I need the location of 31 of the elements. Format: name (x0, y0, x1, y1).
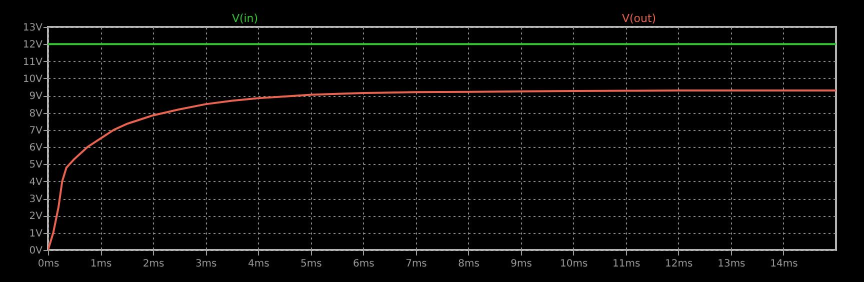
y-tick-label: 10V (22, 74, 43, 85)
y-tick-label: 7V (29, 125, 43, 136)
y-tick-label: 0V (29, 246, 43, 256)
x-tick-label: 4ms (248, 258, 270, 270)
x-tick-label: 8ms (458, 258, 480, 270)
y-tick-label: 11V (22, 56, 43, 68)
x-tick-label: 13ms (718, 258, 746, 270)
x-tick-label: 3ms (195, 258, 217, 270)
y-tick-label: 9V (29, 91, 43, 102)
x-tick-label: 0ms (38, 258, 60, 270)
x-tick-label: 1ms (90, 258, 112, 270)
y-tick-label: 8V (29, 108, 43, 120)
y-tick-label: 2V (29, 211, 43, 222)
x-tick-label: 6ms (353, 258, 374, 270)
y-tick-label: 3V (29, 194, 43, 206)
text: V(out) (622, 12, 656, 25)
x-tick-label: 14ms (770, 258, 798, 270)
y-tick-label: 13V (22, 22, 43, 34)
y-tick-label: 5V (29, 160, 43, 171)
series-label: V(in) (232, 12, 258, 25)
x-tick-label: 11ms (612, 258, 640, 270)
x-tick-label: 5ms (300, 258, 322, 270)
y-tick-label: 6V (29, 142, 43, 154)
y-tick-label: 4V (29, 176, 43, 188)
x-tick-label: 9ms (510, 258, 532, 270)
x-tick-label: 12ms (665, 258, 693, 270)
x-tick-label: 2ms (142, 258, 164, 270)
y-tick-label: 1V (29, 228, 43, 240)
y-tick-label: 12V (22, 40, 43, 51)
x-tick-label: 10ms (560, 258, 588, 270)
x-tick-label: 7ms (406, 258, 427, 270)
